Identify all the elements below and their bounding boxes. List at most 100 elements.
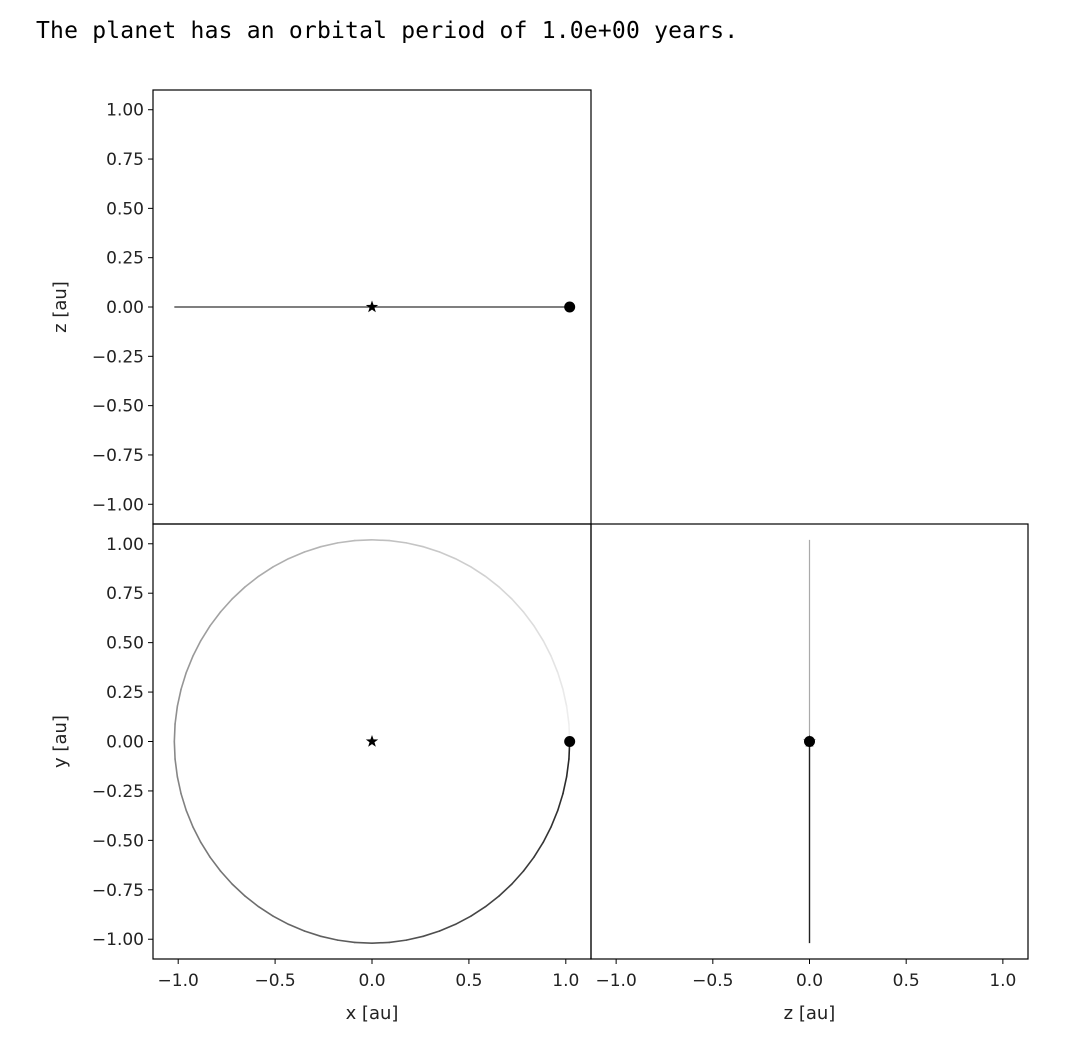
panel-bottom-right: −1.0 −0.5 0.0 0.5 1.0 z [au] — [590, 523, 1029, 1024]
y-tick-label: 0.50 — [106, 199, 144, 219]
output-text: The planet has an orbital period of 1.0e… — [36, 18, 739, 44]
orbit-trace-segment — [353, 941, 373, 944]
orbit-trace-segment — [336, 539, 356, 544]
orbit-trace-segment — [176, 688, 182, 708]
y-tick-label: 0.75 — [106, 584, 144, 604]
orbit-trace-segment — [185, 655, 194, 674]
x-tick-label: −1.0 — [595, 971, 636, 991]
orbit-trace-segment — [562, 775, 568, 795]
star-marker — [365, 300, 379, 313]
orbit-trace-segment — [174, 705, 179, 725]
orbit-trace-segment — [371, 941, 391, 944]
orbit-trace-segment — [562, 688, 568, 708]
y-tick-label: −0.50 — [92, 397, 144, 417]
panel-top-left: 1.00 0.75 0.50 0.25 0.00 −0.25 −0.50 −0.75 −1.00… — [50, 89, 592, 525]
orbit-trace-segment — [510, 598, 525, 613]
y-tick-label: 0.00 — [106, 298, 144, 318]
orbit-trace-segment — [180, 792, 188, 812]
orbit-trace-segment — [287, 551, 306, 560]
x-axis-label: z [au] — [784, 1003, 836, 1024]
planet-marker — [564, 301, 576, 313]
orbit-trace-segment — [522, 856, 535, 872]
orbit-trace-segment — [219, 870, 234, 885]
orbit-trace-segment — [336, 939, 356, 944]
orbit-trace-segment — [185, 809, 194, 828]
y-tick-label: 1.00 — [106, 535, 144, 555]
y-tick-label: 0.00 — [106, 733, 144, 753]
x-tick-label: 0.0 — [796, 971, 823, 991]
orbit-trace-segment — [320, 542, 339, 548]
star-marker — [365, 735, 379, 747]
orbit-trace-segment — [257, 566, 274, 578]
orbit-trace-segment — [454, 915, 472, 926]
orbit-trace-segment — [565, 758, 570, 778]
orbit-trace-segment — [371, 539, 391, 542]
x-tick-label: 0.5 — [455, 971, 482, 991]
y-axis-label: z [au] — [50, 281, 71, 333]
orbit-trace-segment — [533, 841, 545, 858]
planet-marker — [804, 736, 815, 747]
orbit-trace-segment — [522, 611, 535, 627]
x-axis-label: x [au] — [346, 1003, 399, 1024]
x-tick-label: 0.0 — [358, 971, 385, 991]
y-tick-label: 1.00 — [106, 101, 144, 121]
orbit-trace-segment — [542, 639, 552, 658]
orbit-trace-segment — [200, 841, 211, 858]
orbit-trace-segment — [556, 792, 564, 812]
y-tick-label: −0.25 — [92, 782, 144, 802]
y-tick-label: −0.25 — [92, 347, 144, 367]
orbit-trace-segment — [303, 930, 322, 938]
orbit-trace-segment — [287, 923, 306, 932]
orbit-trace-segment — [219, 598, 234, 613]
orbit-trace-segment — [405, 542, 424, 548]
y-tick-label: 0.25 — [106, 683, 144, 703]
orbit-trace-segment — [257, 905, 274, 917]
orbit-trace-segment — [438, 923, 457, 932]
y-tick-label: 0.25 — [106, 249, 144, 269]
y-tick-label: −1.00 — [92, 495, 144, 515]
x-tick-label: 0.5 — [893, 971, 920, 991]
orbit-trace-segment — [565, 705, 570, 725]
orbit-trace-segment — [192, 825, 202, 844]
orbit-trace-segment — [231, 586, 246, 600]
y-tick-label: −0.50 — [92, 831, 144, 851]
orbit-trace-segment — [209, 856, 222, 872]
orbit-trace-segment — [454, 557, 472, 568]
x-tick-label: −1.0 — [158, 971, 199, 991]
orbit-trace-segment — [173, 740, 176, 760]
y-tick-label: 0.50 — [106, 634, 144, 654]
orbit-trace-segment — [192, 639, 202, 658]
orbit-trace-segment — [405, 935, 424, 941]
orbit-trace-segment — [388, 539, 408, 544]
y-tick-label: 0.75 — [106, 150, 144, 170]
orbit-trace-segment — [388, 939, 408, 944]
orbit-trace-segment — [438, 551, 457, 560]
orbit-trace-segment — [498, 586, 513, 600]
panel-bottom-left: 1.000.750.500.250.00−0.25−0.50−0.75−1.00… — [50, 523, 592, 1024]
orbit-trace-segment — [353, 539, 373, 542]
planet-marker — [564, 736, 576, 747]
orbit-trace-segment — [422, 930, 441, 938]
orbit-trace-segment — [244, 895, 260, 908]
orbit-trace-segment — [209, 611, 222, 627]
x-tick-label: 1.0 — [552, 971, 579, 991]
orbit-trace-segment — [173, 723, 176, 743]
x-tick-label: 1.0 — [989, 971, 1016, 991]
orbit-trace-segment — [470, 905, 487, 917]
x-tick-label: −0.5 — [692, 971, 733, 991]
orbit-trace-segment — [174, 758, 179, 778]
orbit-trace-segment — [550, 655, 559, 674]
y-tick-label: −1.00 — [92, 930, 144, 950]
orbit-trace-segment — [180, 671, 188, 691]
orbit-trace-segment — [484, 575, 500, 588]
y-axis-label: y [au] — [50, 715, 71, 768]
orbit-trace-segment — [200, 625, 211, 642]
orbit-trace-segment — [510, 870, 525, 885]
orbit-trace-segment — [272, 557, 290, 568]
orbit-trace-segment — [244, 575, 260, 588]
orbit-trace-segment — [176, 775, 182, 795]
y-tick-label: −0.75 — [92, 446, 144, 466]
orbit-trace-segment — [498, 883, 513, 897]
orbit-trace-segment — [484, 895, 500, 908]
